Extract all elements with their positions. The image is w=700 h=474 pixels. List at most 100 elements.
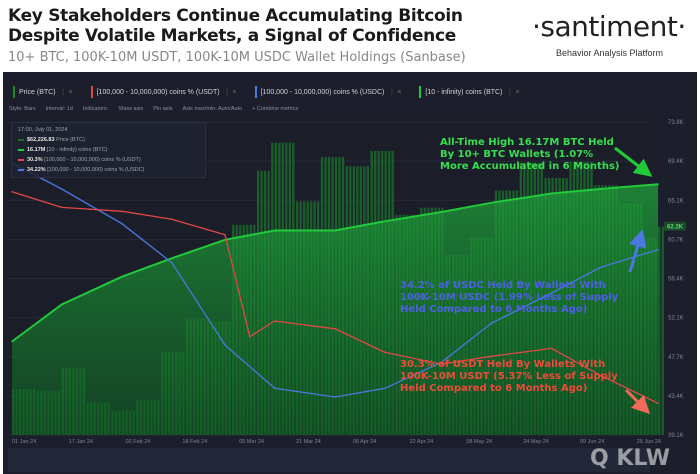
data-point [440, 211, 443, 213]
btc-holders-area [12, 184, 659, 435]
x-tick-label: 02 Feb 24 [126, 439, 151, 445]
tooltip-legend: 17:00, July 01, 2024 $62,226.83 Price (B… [11, 122, 206, 178]
x-tick-label: 06 Apr 24 [353, 439, 377, 445]
btc-annotation: All-Time High 16.17M BTC Held By 10+ BTC … [440, 137, 620, 172]
legend-value: $62,226.83 [27, 137, 55, 143]
legend-label: [10 - infinity) coins (BTC) [46, 147, 108, 153]
data-point [170, 261, 173, 264]
tab-label: [10 - infinity) coins (BTC) [425, 88, 503, 96]
color-marker [254, 86, 257, 98]
combine-metrics-button[interactable]: + Combine metrics [252, 106, 299, 112]
x-tick-label: 22 Apr 24 [410, 439, 434, 445]
legend-label: [100,000 - 10,000,000) coins % (USDC) [47, 167, 145, 173]
header: Key Stakeholders Continue Accumulating B… [0, 0, 700, 70]
legend-row: 16.17M [10 - infinity) coins (BTC) [18, 147, 199, 153]
style-dropdown[interactable]: Style: Bars [9, 106, 36, 112]
metric-toolbar: Style: Bars Interval: 1d Indicators: Sho… [9, 106, 298, 112]
btc-arrow [614, 146, 653, 177]
data-point [600, 375, 603, 377]
subtitle: 10+ BTC, 100K-10M USDT, 100K-10M USDC Wa… [8, 50, 466, 65]
data-point [121, 275, 123, 278]
navigator[interactable] [8, 448, 650, 472]
data-point [224, 234, 226, 236]
x-tick-label: 08 May 24 [466, 439, 492, 445]
y-tick-label: 39.1K [668, 433, 684, 439]
data-point [273, 320, 276, 322]
x-tick-label: 24 May 24 [523, 439, 549, 445]
y-tick-label: 52.1K [668, 316, 684, 322]
y-tick-label: 60.7K [668, 237, 684, 243]
pin-axis-checkbox[interactable]: Pin axis [153, 106, 173, 112]
data-point [60, 188, 63, 190]
y-tick-label: 43.4K [668, 394, 684, 400]
data-point [224, 238, 226, 241]
logo-tagline: Behavior Analysis Platform [556, 48, 664, 58]
x-tick-label: 05 Mar 24 [239, 439, 264, 445]
metric-tabs: Price (BTC) ⋮ × [100,000 - 10,000,000) co… [9, 84, 523, 100]
usdt-annotation: 30.3% of USDT Held By Wallets With 100K-1… [400, 359, 618, 394]
price-bar [658, 226, 661, 435]
close-icon[interactable]: ⋮ × [388, 89, 402, 96]
legend-date: 17:00, July 01, 2024 [18, 127, 68, 133]
current-price-badge [664, 221, 686, 231]
data-point [273, 387, 276, 390]
y-tick-label: 69.4K [668, 159, 684, 165]
show-axis-checkbox[interactable]: Show axis [118, 106, 144, 112]
x-tick-label: 01 Jan 24 [12, 439, 36, 445]
y-tick-label: 73.8K [668, 120, 684, 126]
tab-label: [100,000 - 10,000,000) coins % (USDC) [260, 88, 385, 96]
x-tick-label: 09 Jun 24 [580, 439, 604, 445]
data-point [383, 220, 386, 223]
series-line-usdt [11, 191, 659, 404]
close-icon[interactable]: ⋮ × [223, 89, 237, 96]
data-point [273, 229, 276, 232]
data-point [657, 248, 659, 251]
data-point [383, 387, 386, 390]
tab-price-btc[interactable]: Price (BTC) ⋮ × [9, 84, 77, 100]
legend-row: 34.22% [100,000 - 10,000,000) coins % (U… [18, 167, 199, 173]
legend-value: 16.17M [27, 147, 46, 153]
data-point [440, 363, 443, 365]
tab-usdc[interactable]: [100,000 - 10,000,000) coins % (USDC) ⋮ × [251, 84, 406, 100]
color-marker [419, 86, 422, 98]
tab-usdt[interactable]: [100,000 - 10,000,000) coins % (USDT) ⋮ × [87, 84, 241, 100]
data-point [249, 335, 251, 338]
data-point [383, 351, 386, 354]
title-line-1: Key Stakeholders Continue Accumulating B… [8, 6, 463, 26]
tab-btc-holders[interactable]: [10 - infinity) coins (BTC) ⋮ × [415, 84, 523, 100]
data-point [334, 328, 336, 330]
data-point [121, 210, 123, 213]
data-point [490, 201, 493, 204]
data-point [11, 340, 13, 343]
data-point [490, 355, 493, 358]
color-marker [90, 86, 93, 98]
data-point [224, 344, 226, 346]
data-point [550, 292, 553, 294]
data-point [657, 183, 659, 186]
data-point [334, 229, 336, 232]
y-tick-label: 56.4K [668, 277, 684, 283]
interval-dropdown[interactable]: Interval: 1d [45, 106, 73, 112]
data-point [600, 266, 603, 268]
close-icon[interactable]: ⋮ × [506, 89, 520, 96]
x-tick-label: 18 Feb 24 [182, 439, 207, 445]
data-point [657, 402, 659, 405]
x-tick-label: 21 Mar 24 [296, 439, 321, 445]
y-tick-label: 65.1K [668, 198, 684, 204]
tab-label: Price (BTC) [19, 88, 56, 96]
price-bar [661, 226, 664, 435]
data-point [60, 303, 63, 306]
axis-maxmin-dropdown[interactable]: Axis max/min: Auto/Auto [182, 106, 243, 112]
legend-value: 34.22% [27, 167, 46, 173]
x-tick-label: 17 Jan 24 [69, 439, 93, 445]
x-axis: 01 Jan 24 17 Jan 24 02 Feb 24 18 Feb 24 05 M… [12, 439, 661, 445]
y-tick-label: 47.7K [668, 355, 684, 361]
legend-row: $62,226.83 Price (BTC) [18, 137, 199, 143]
santiment-logo: ·santiment· [532, 10, 686, 43]
page-title: Key Stakeholders Continue Accumulating B… [8, 6, 463, 46]
legend-label: [100,000 - 10,000,000) coins % (USDT) [44, 157, 141, 163]
close-icon[interactable]: ⋮ × [59, 89, 73, 96]
indicators-dropdown[interactable]: Indicators: [82, 106, 109, 112]
y-axis: 73.8K 69.4K 65.1K 60.7K 56.4K 52.1K 47.7K 43.4K… [664, 120, 686, 439]
